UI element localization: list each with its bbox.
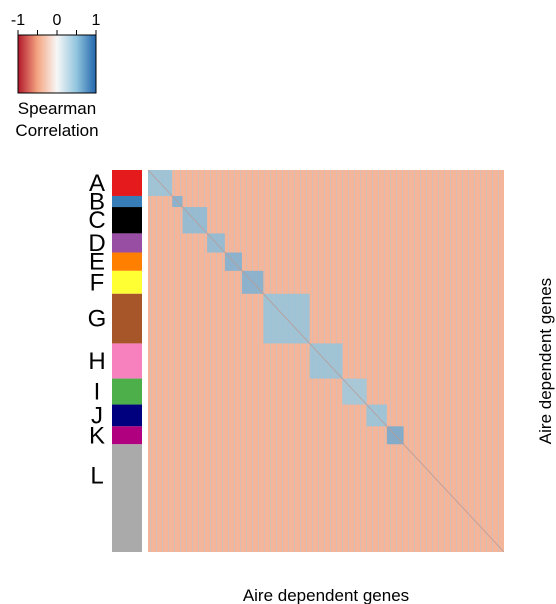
cluster-label-d: D — [88, 230, 105, 257]
cluster-bar-segment-k — [112, 426, 142, 445]
cluster-bar-segment-c — [112, 207, 142, 234]
cluster-label-e: E — [89, 249, 105, 276]
cluster-bar-segment-b — [112, 195, 142, 208]
legend-tick-label: 0 — [53, 12, 62, 29]
legend-tick-label: -1 — [11, 12, 25, 29]
cluster-bar-segment-l — [112, 444, 142, 552]
cluster-bar-segment-j — [112, 404, 142, 427]
x-axis-label: Aire dependent genes — [243, 586, 409, 604]
cluster-color-bar — [112, 170, 142, 552]
cluster-bar-segment-a — [112, 170, 142, 196]
cluster-label-k: K — [89, 422, 105, 449]
legend-tick-label: 1 — [92, 12, 101, 29]
cluster-label-h: H — [88, 348, 105, 375]
legend-title-second-line: Correlation — [15, 121, 98, 140]
cluster-label-g: G — [88, 306, 107, 333]
cluster-label-l: L — [90, 463, 103, 490]
cluster-label-f: F — [90, 269, 105, 296]
cluster-label-c: C — [88, 207, 105, 234]
cluster-label-a: A — [89, 170, 105, 197]
cluster-bar-segment-d — [112, 233, 142, 253]
cluster-bar-segment-i — [112, 378, 142, 405]
legend-title: Spearman — [18, 99, 96, 118]
cluster-label-b: B — [89, 189, 105, 216]
heatmap-area — [147, 169, 505, 553]
cluster-label-j: J — [91, 402, 103, 429]
legend-color-bar — [17, 34, 97, 94]
y-axis-label: Aire dependent genes — [536, 278, 555, 444]
cluster-label-i: I — [94, 379, 101, 406]
cluster-bar-segment-g — [112, 293, 142, 344]
color-legend: -1 0 1 Spearman Correlation — [11, 12, 101, 140]
heatmap-diagonal — [147, 169, 505, 553]
cluster-bar-segment-f — [112, 270, 142, 294]
cluster-bar-segment-e — [112, 252, 142, 271]
cluster-bar-segment-h — [112, 343, 142, 379]
